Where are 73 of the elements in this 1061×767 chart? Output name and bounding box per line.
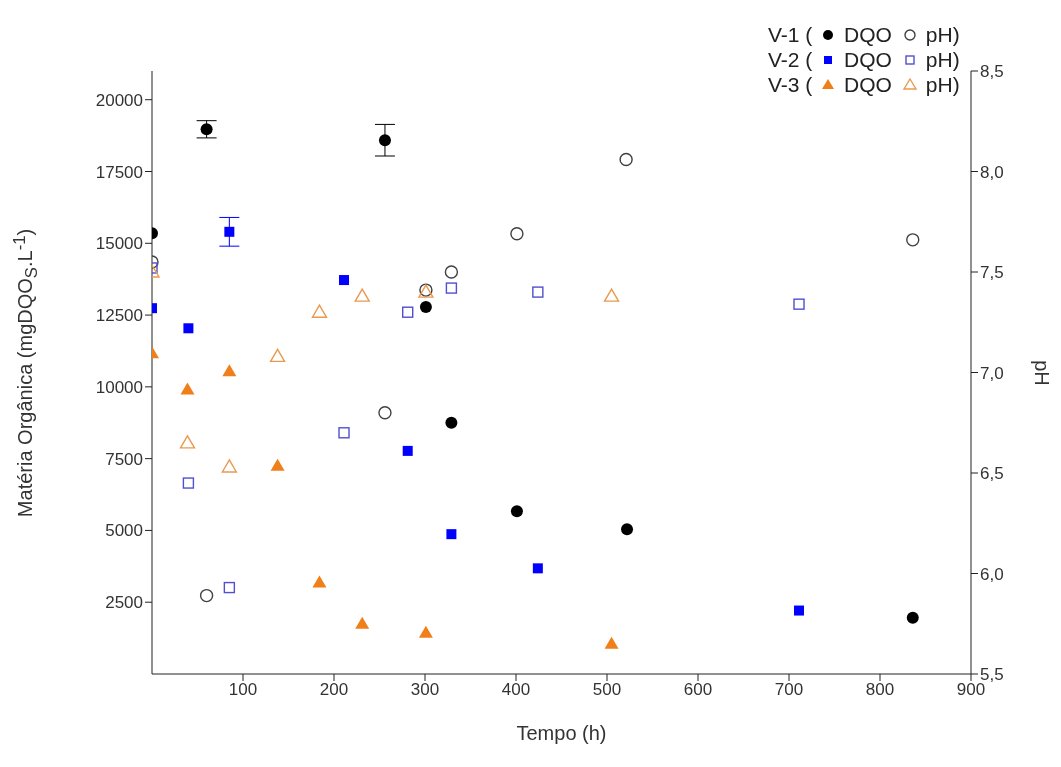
point bbox=[510, 227, 524, 241]
point bbox=[183, 323, 194, 334]
y-tick-label: 10000 bbox=[95, 377, 143, 397]
point bbox=[446, 529, 457, 540]
y-tick-label: 12500 bbox=[95, 306, 143, 326]
text: V-1 ( bbox=[768, 22, 814, 47]
point bbox=[510, 505, 523, 518]
point bbox=[532, 563, 543, 574]
point bbox=[444, 265, 459, 279]
point bbox=[311, 304, 328, 318]
point bbox=[221, 459, 238, 473]
legend-label: DQO bbox=[844, 72, 892, 97]
annotation: V-3 ( bbox=[768, 72, 814, 97]
y-tick-label: 5000 bbox=[105, 521, 143, 541]
point bbox=[793, 298, 805, 310]
point bbox=[354, 288, 370, 302]
x-tick-label: 600 bbox=[683, 680, 713, 700]
legend-label: pH) bbox=[925, 47, 960, 72]
point bbox=[794, 605, 805, 616]
point bbox=[604, 636, 619, 649]
point bbox=[603, 288, 620, 302]
point bbox=[402, 445, 413, 456]
point bbox=[223, 581, 236, 594]
point bbox=[312, 575, 327, 588]
legend-label: DQO bbox=[844, 22, 892, 47]
point bbox=[402, 306, 414, 318]
point bbox=[906, 611, 919, 624]
point bbox=[445, 416, 458, 429]
y2-tick-label: 6,5 bbox=[980, 464, 1004, 484]
point bbox=[182, 477, 195, 489]
point bbox=[338, 427, 350, 439]
point bbox=[222, 364, 237, 377]
point bbox=[355, 616, 370, 629]
point bbox=[906, 233, 920, 247]
point bbox=[532, 286, 544, 298]
y-tick-label: 20000 bbox=[95, 90, 143, 110]
point bbox=[621, 523, 634, 536]
x-tick-label: 700 bbox=[774, 680, 804, 700]
point bbox=[378, 134, 391, 147]
x-tick-label: 400 bbox=[501, 680, 531, 700]
y-tick-label: 7500 bbox=[105, 449, 143, 469]
y-tick-label: 2500 bbox=[105, 593, 143, 613]
x-axis-title: Tempo (h) bbox=[515, 722, 608, 745]
annotation: V-2 ( bbox=[768, 47, 814, 72]
legend-label: DQO bbox=[844, 47, 892, 72]
point bbox=[179, 435, 196, 449]
y2-axis-title: pH bbox=[1029, 359, 1053, 386]
point bbox=[418, 625, 433, 638]
point bbox=[180, 382, 195, 395]
y2-tick-label: 8,0 bbox=[980, 162, 1004, 182]
y2-tick-label: 7,5 bbox=[980, 263, 1004, 283]
point bbox=[339, 275, 350, 286]
x-tick-label: 300 bbox=[410, 680, 440, 700]
y2-tick-label: 7,0 bbox=[980, 363, 1004, 383]
point bbox=[270, 458, 285, 471]
y2-tick-label: 8,5 bbox=[980, 62, 1004, 82]
point bbox=[419, 301, 432, 314]
point bbox=[378, 406, 392, 420]
point bbox=[199, 588, 214, 603]
y2-tick-label: 6,0 bbox=[980, 564, 1004, 584]
legend-label: pH) bbox=[925, 22, 960, 47]
point bbox=[445, 282, 458, 294]
legend-label: pH) bbox=[925, 72, 960, 97]
point bbox=[200, 123, 213, 136]
point bbox=[224, 226, 235, 237]
y-tick-label: 17500 bbox=[95, 162, 143, 182]
point bbox=[619, 152, 633, 167]
x-tick-label: 500 bbox=[592, 680, 622, 700]
x-tick-label: 200 bbox=[319, 680, 349, 700]
x-tick-label: 800 bbox=[865, 680, 895, 700]
x-tick-label: 100 bbox=[228, 680, 258, 700]
point bbox=[269, 348, 286, 363]
y-tick-label: 15000 bbox=[95, 234, 143, 254]
